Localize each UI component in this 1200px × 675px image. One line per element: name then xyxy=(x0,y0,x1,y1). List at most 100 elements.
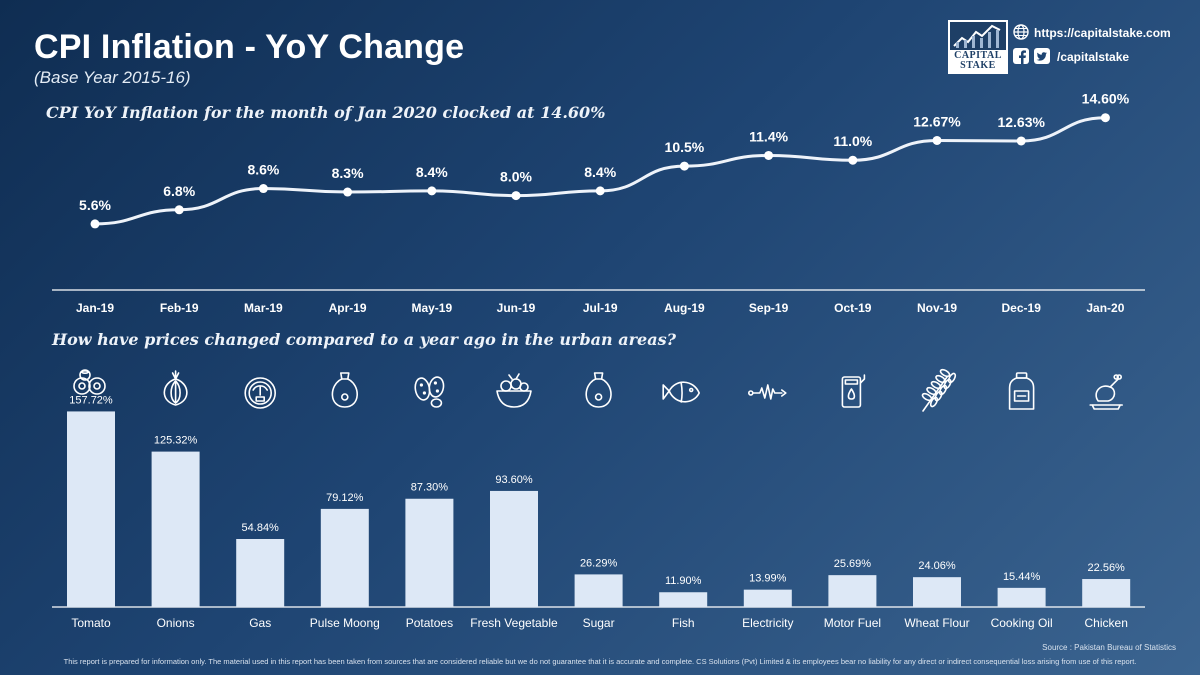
line-data-label: 12.63% xyxy=(997,114,1045,130)
line-data-label: 10.5% xyxy=(665,139,705,155)
bar-data-label: 24.06% xyxy=(918,560,956,572)
source-note: Source : Pakistan Bureau of Statistics xyxy=(1042,643,1176,652)
line-data-label: 14.60% xyxy=(1082,91,1130,107)
electricity-icon xyxy=(747,384,787,400)
bar-x-tick-label: Fresh Vegetable xyxy=(470,616,558,630)
line-data-label: 6.8% xyxy=(163,183,195,199)
line-x-tick-label: Nov-19 xyxy=(917,301,957,315)
line-point xyxy=(595,186,605,196)
pulse-sack-icon xyxy=(331,372,358,408)
wheat-icon xyxy=(921,368,957,412)
bar xyxy=(67,411,115,607)
bar xyxy=(151,451,200,607)
line-x-tick-label: May-19 xyxy=(411,301,452,315)
line-point xyxy=(1016,136,1026,146)
bar-data-label: 25.69% xyxy=(834,558,872,570)
line-data-label: 12.67% xyxy=(913,113,961,129)
line-x-tick-label: Oct-19 xyxy=(834,301,872,315)
line-point xyxy=(90,219,100,229)
page-subtitle: (Base Year 2015-16) xyxy=(34,68,191,87)
bar-x-tick-label: Pulse Moong xyxy=(310,616,380,630)
fuel-can-icon xyxy=(841,374,866,408)
line-data-label: 8.3% xyxy=(332,165,364,181)
page-title: CPI Inflation - YoY Change xyxy=(34,28,465,66)
bar-data-label: 22.56% xyxy=(1088,562,1126,574)
line-point xyxy=(511,191,521,201)
logo-chart-icon xyxy=(950,22,1006,50)
bar-data-label: 13.99% xyxy=(749,573,787,585)
bar-data-label: 87.30% xyxy=(411,482,449,494)
oil-bottle-icon xyxy=(1008,372,1035,410)
line-data-label: 11.4% xyxy=(749,128,788,144)
globe-icon xyxy=(1013,24,1029,40)
line-data-label: 8.0% xyxy=(500,169,532,185)
vegetable-bowl-icon xyxy=(496,373,532,408)
bar-data-label: 79.12% xyxy=(326,492,364,504)
gas-meter-icon xyxy=(244,377,277,409)
line-x-tick-label: Jan-19 xyxy=(76,301,114,315)
onion-icon xyxy=(163,370,188,406)
bar-chart-title: How have prices changed compared to a ye… xyxy=(52,330,676,349)
line-point xyxy=(1100,113,1110,123)
bar-data-label: 157.72% xyxy=(69,394,113,406)
line-x-tick-label: Dec-19 xyxy=(1002,301,1042,315)
line-data-label: 11.0% xyxy=(833,133,872,149)
bar-x-tick-label: Potatoes xyxy=(406,616,453,630)
chicken-icon xyxy=(1089,374,1123,410)
bar-data-label: 11.90% xyxy=(665,575,702,587)
line-point xyxy=(343,187,353,197)
line-x-tick-label: Jan-20 xyxy=(1086,301,1124,315)
line-x-tick-label: Feb-19 xyxy=(160,301,199,315)
bar-x-tick-label: Gas xyxy=(249,616,271,630)
capital-stake-logo: CAPITAL STAKE xyxy=(948,20,1008,74)
twitter-icon[interactable] xyxy=(1034,48,1050,64)
line-chart-title: CPI YoY Inflation for the month of Jan 2… xyxy=(46,103,606,122)
line-point xyxy=(679,161,689,171)
bar xyxy=(997,587,1046,607)
line-point xyxy=(427,186,437,196)
bar xyxy=(405,498,454,607)
bar xyxy=(913,577,961,607)
bar xyxy=(574,574,623,607)
bar-data-label: 26.29% xyxy=(580,557,618,569)
line-x-tick-label: Apr-19 xyxy=(329,301,367,315)
line-x-tick-label: Mar-19 xyxy=(244,301,283,315)
bar-data-label: 54.84% xyxy=(242,522,280,534)
bar xyxy=(490,490,538,607)
line-point xyxy=(848,155,858,165)
line-point xyxy=(258,184,268,194)
bar-x-tick-label: Motor Fuel xyxy=(824,616,881,630)
logo-text-line1: CAPITAL xyxy=(954,50,1002,61)
potatoes-icon xyxy=(414,376,445,408)
bar-x-tick-label: Chicken xyxy=(1085,616,1128,630)
bar-x-tick-label: Onions xyxy=(157,616,195,630)
bar xyxy=(659,592,708,607)
bar-x-tick-label: Cooking Oil xyxy=(991,616,1053,630)
facebook-icon[interactable] xyxy=(1013,48,1029,64)
fish-icon xyxy=(662,381,701,403)
sugar-sack-icon xyxy=(585,372,612,408)
bar xyxy=(828,575,877,607)
logo-text-line2: STAKE xyxy=(960,60,996,71)
bar-x-tick-label: Wheat Flour xyxy=(904,616,969,630)
disclaimer: This report is prepared for information … xyxy=(63,657,1137,666)
line-x-tick-label: Sep-19 xyxy=(749,301,789,315)
line-x-tick-label: Aug-19 xyxy=(664,301,705,315)
bar-data-label: 93.60% xyxy=(495,474,533,486)
bar xyxy=(320,508,369,607)
social-handle[interactable]: /capitalstake xyxy=(1057,50,1130,64)
line-data-label: 5.6% xyxy=(79,197,111,213)
bar xyxy=(1082,579,1131,607)
bar-x-tick-label: Tomato xyxy=(71,616,111,630)
line-x-tick-label: Jul-19 xyxy=(583,301,618,315)
line-point xyxy=(764,150,774,160)
line-data-label: 8.6% xyxy=(247,162,279,178)
line-point xyxy=(932,135,942,145)
line-data-label: 8.4% xyxy=(584,164,616,180)
bar-x-tick-label: Electricity xyxy=(742,616,793,630)
bar-x-tick-label: Fish xyxy=(672,616,695,630)
website-link[interactable]: https://capitalstake.com xyxy=(1034,26,1171,40)
line-data-label: 8.4% xyxy=(416,164,448,180)
bar-data-label: 125.32% xyxy=(154,435,198,447)
